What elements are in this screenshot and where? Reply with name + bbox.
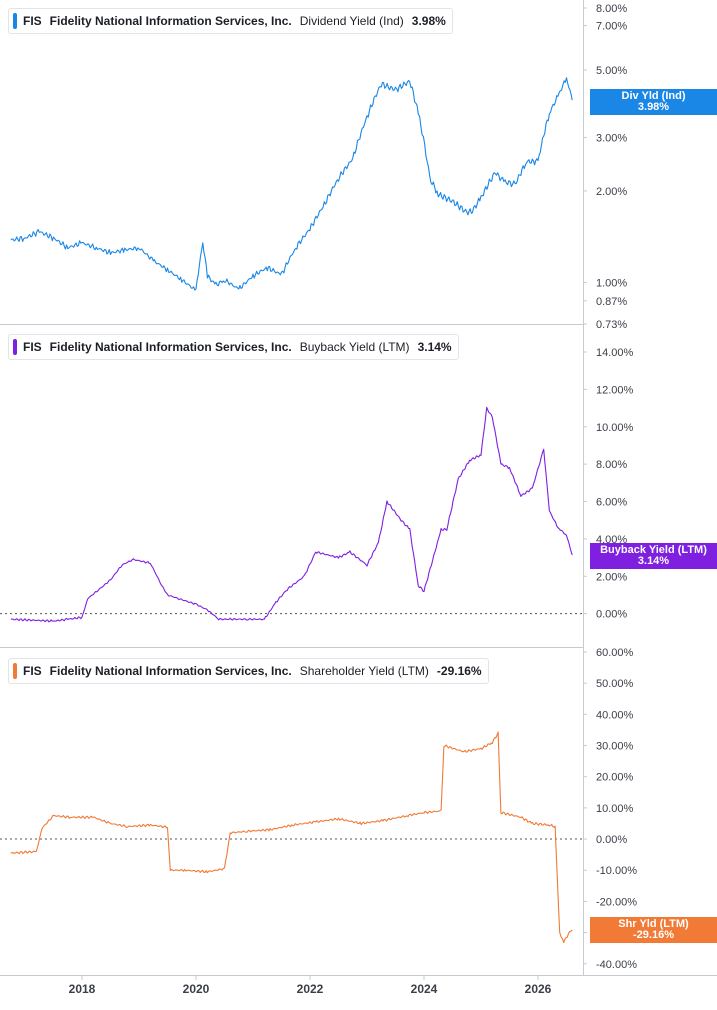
badge-value: 3.14% (637, 555, 670, 567)
y-tick-label: 8.00% (596, 459, 627, 471)
badge-dividend-yield: Div Yld (Ind) 3.98% (590, 89, 717, 115)
y-tick-label: 2.00% (596, 571, 627, 583)
legend-company: Fidelity National Information Services, … (49, 14, 292, 28)
series-line (10, 77, 573, 291)
y-tick-label: 0.00% (596, 834, 627, 846)
y-tick-label: 30.00% (596, 741, 634, 753)
y-tick-label: 10.00% (596, 422, 634, 434)
y-tick-label: 2.00% (596, 186, 627, 198)
legend-shareholder-yield: FIS Fidelity National Information Servic… (8, 658, 489, 684)
y-tick-label: 14.00% (596, 347, 634, 359)
y-tick-label: 5.00% (596, 65, 627, 77)
legend-swatch (13, 339, 17, 355)
legend-ticker: FIS (23, 340, 42, 354)
y-tick-label: 0.00% (596, 609, 627, 621)
y-tick-label: 10.00% (596, 803, 634, 815)
y-tick-label: 20.00% (596, 772, 634, 784)
legend-swatch (13, 663, 17, 679)
legend-metric: Shareholder Yield (LTM) (299, 664, 429, 678)
legend-buyback-yield: FIS Fidelity National Information Servic… (8, 334, 459, 360)
y-tick-label: 40.00% (596, 709, 634, 721)
badge-buyback-yield: Buyback Yield (LTM) 3.14% (590, 543, 717, 569)
y-tick-label: 7.00% (596, 21, 627, 33)
x-tick-label: 2020 (183, 982, 210, 996)
badge-value: -29.16% (633, 929, 674, 941)
y-tick-label: 0.73% (596, 319, 627, 331)
badge-label: Shr Yld (LTM) (618, 918, 689, 930)
y-tick-label: 0.87% (596, 296, 627, 308)
badge-shareholder-yield: Shr Yld (LTM) -29.16% (590, 917, 717, 943)
x-tick-label: 2024 (411, 982, 438, 996)
y-tick-label: -40.00% (596, 959, 637, 971)
y-tick-label: 4.00% (596, 534, 627, 546)
x-tick-label: 2026 (525, 982, 552, 996)
y-tick-label: 3.00% (596, 132, 627, 144)
y-tick-label: -20.00% (596, 896, 637, 908)
badge-label: Buyback Yield (LTM) (600, 544, 707, 556)
legend-dividend-yield: FIS Fidelity National Information Servic… (8, 8, 453, 34)
badge-label: Div Yld (Ind) (621, 90, 686, 102)
badge-value: 3.98% (637, 101, 670, 113)
y-tick-label: 6.00% (596, 497, 627, 509)
y-tick-label: 50.00% (596, 678, 634, 690)
y-tick-label: 8.00% (596, 3, 627, 15)
legend-value: 3.14% (417, 340, 452, 354)
legend-value: 3.98% (411, 14, 446, 28)
legend-company: Fidelity National Information Services, … (49, 340, 292, 354)
legend-swatch (13, 13, 17, 29)
series-line (10, 731, 573, 944)
legend-ticker: FIS (23, 14, 42, 28)
y-tick-label: 1.00% (596, 277, 627, 289)
y-tick-label: 12.00% (596, 384, 634, 396)
y-tick-label: 60.00% (596, 647, 634, 659)
y-tick-label: -10.00% (596, 865, 637, 877)
series-line (10, 406, 573, 623)
legend-metric: Dividend Yield (Ind) (299, 14, 404, 28)
legend-ticker: FIS (23, 664, 42, 678)
legend-metric: Buyback Yield (LTM) (299, 340, 410, 354)
x-tick-label: 2022 (297, 982, 324, 996)
x-tick-label: 2018 (69, 982, 96, 996)
legend-company: Fidelity National Information Services, … (49, 664, 292, 678)
legend-value: -29.16% (436, 664, 482, 678)
